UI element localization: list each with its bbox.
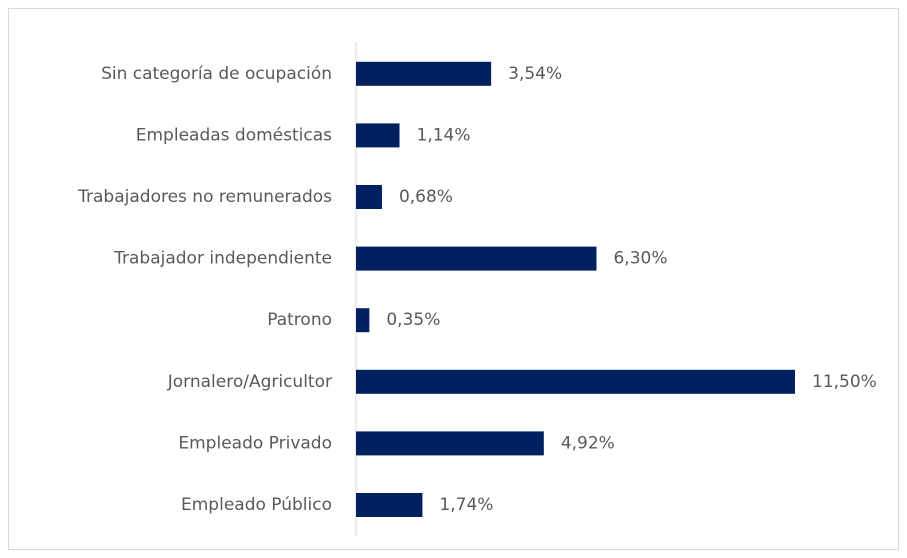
- chart-border: [8, 8, 899, 550]
- bar: [356, 431, 544, 456]
- data-label: 6,30%: [613, 249, 667, 269]
- bar: [356, 246, 597, 271]
- bar: [356, 185, 382, 209]
- bar: [356, 308, 370, 333]
- y-tick-label: Trabajador independiente: [113, 249, 332, 269]
- data-label: 0,35%: [386, 310, 440, 330]
- y-tick-label: Empleado Privado: [178, 433, 332, 453]
- data-label: 1,74%: [439, 495, 493, 515]
- data-label: 1,14%: [417, 125, 471, 145]
- y-tick-label: Jornalero/Agricultor: [167, 372, 332, 392]
- y-tick-label: Empleadas domésticas: [136, 125, 332, 145]
- y-tick-label: Patrono: [267, 310, 332, 330]
- y-tick-label: Trabajadores no remunerados: [77, 187, 332, 207]
- data-label: 0,68%: [399, 187, 453, 207]
- y-tick-label: Empleado Público: [181, 495, 332, 515]
- data-label: 11,50%: [812, 372, 877, 392]
- data-label: 3,54%: [508, 64, 562, 84]
- bar: [356, 123, 400, 148]
- bar: [356, 493, 423, 517]
- y-tick-label: Sin categoría de ocupación: [101, 64, 332, 84]
- bar: [356, 61, 492, 86]
- data-label: 4,92%: [561, 433, 615, 453]
- bar: [356, 369, 795, 394]
